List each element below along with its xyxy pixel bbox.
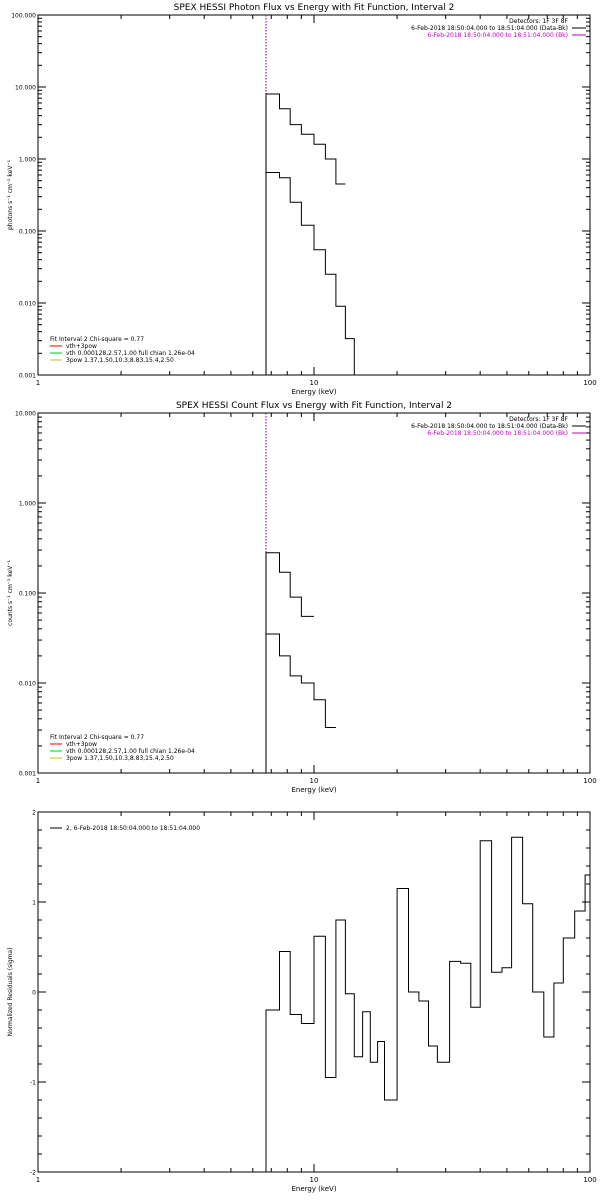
residuals-panel: 1 10 100 Energy (keV) -2 -1 0 1 2 Normalized Resi… [7,810,597,1194]
photon-flux-panel: SPEX HESSI Photon Flux vs Energy with Fi… [7,3,597,396]
y-tick-label: 10.000 [15,411,36,418]
y-tick-label: 2 [32,810,36,817]
x-tick-label: 100 [583,379,596,387]
legend-label: vth 0.000128,2.57,1.00 full chian 1.26e-… [66,748,195,755]
legend-label: vth 0.000128,2.57,1.00 full chian 1.26e-… [66,350,195,357]
series-0-line [265,633,336,773]
series-0-line [265,836,590,1172]
x-tick-label: 100 [583,777,596,785]
x-tick-label: 10 [310,1176,319,1184]
header-line: Detectors: 1F 3F 8F [509,416,568,423]
plot-area [265,93,355,375]
y-tick-label: 0 [32,990,36,997]
y-tick-label: 1 [32,900,36,907]
y-axis-label: counts s⁻¹ cm⁻² keV⁻¹ [7,560,14,626]
legend-label: 3pow 1.37,1.50,10.3,8.83,15.4,2.50 [66,357,174,364]
x-axis-label: Energy (keV) [291,786,336,794]
plot-area [265,836,590,1172]
fit-interval-label: Fit Interval 2 Chi-square = 0.77 [50,734,144,741]
y-tick-label: 0.001 [19,373,36,380]
plot-area [265,552,336,773]
y-tick-label: 0.010 [19,301,36,308]
x-tick-label: 10 [310,379,319,387]
y-tick-label: 100.000 [11,13,36,20]
header-line: 6-Feb-2018 18:50:04.000 to 18:51:04.000 … [411,423,568,430]
y-tick-label: 0.010 [19,681,36,688]
header-line: 6-Feb-2018 18:50:04.000 to 18:51:04.000 … [411,25,568,32]
y-tick-label: 1.000 [19,157,36,164]
y-tick-label: -2 [30,1170,36,1177]
y-tick-label: 0.100 [19,229,36,236]
fit-interval-label: Fit Interval 2 Chi-square = 0.77 [50,336,144,343]
x-tick-label: 100 [583,1176,596,1184]
chart-title: SPEX HESSI Count Flux vs Energy with Fit… [176,401,452,411]
x-tick-label: 1 [36,379,40,387]
y-tick-label: -1 [30,1080,36,1087]
y-axis-label: Normalized Residuals (sigma) [7,947,14,1036]
x-tick-label: 1 [36,777,40,785]
legend-label: vth+3pow [66,741,97,748]
y-tick-label: 1.000 [19,501,36,508]
y-axis-label: photons s⁻¹ cm⁻² keV⁻¹ [7,159,14,230]
x-axis-label: Energy (keV) [291,1185,336,1193]
header-line: 6-Feb-2018 18:50:04.000 to 18:51:04.000 … [427,430,568,437]
legend-label: 2, 6-Feb-2018 18:50:04.000 to 18:51:04.0… [66,825,200,832]
y-tick-label: 0.100 [19,591,36,598]
header-line: 6-Feb-2018 18:50:04.000 to 18:51:04.000 … [427,32,568,39]
header-line: Detectors: 1F 3F 8F [509,18,568,25]
x-tick-label: 1 [36,1176,40,1184]
legend-label: 3pow 1.37,1.50,10.3,8.83,15.4,2.50 [66,755,174,762]
y-tick-label: 0.001 [19,771,36,778]
legend-label: vth+3pow [66,343,97,350]
y-tick-label: 10.000 [15,85,36,92]
count-flux-panel: SPEX HESSI Count Flux vs Energy with Fit… [7,401,597,794]
x-axis-label: Energy (keV) [291,388,336,396]
series-0-line [265,172,355,375]
x-tick-label: 10 [310,777,319,785]
series-1-line [265,93,346,375]
series-1-line [265,552,314,773]
chart-title: SPEX HESSI Photon Flux vs Energy with Fi… [174,3,455,13]
